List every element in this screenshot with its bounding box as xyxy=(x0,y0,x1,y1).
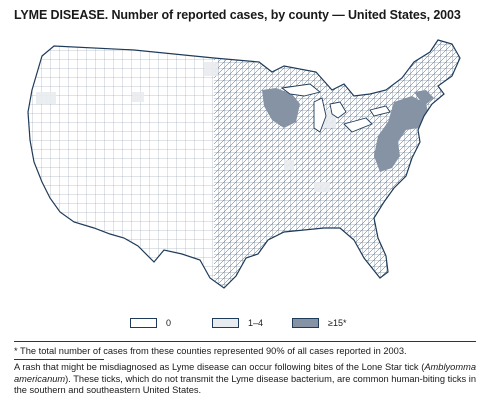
high-incidence-counties xyxy=(262,88,434,172)
legend-item-high: ≥15* xyxy=(292,318,346,328)
usa-counties xyxy=(27,39,461,289)
legend-swatch-zero xyxy=(130,318,157,328)
legend-item-low: 1–4 xyxy=(212,318,263,328)
legend-label-high: ≥15* xyxy=(328,318,347,328)
note-species-name: Amblyomma americanum xyxy=(14,362,476,384)
lone-star-tick-note: A rash that might be misdiagnosed as Lym… xyxy=(14,362,476,397)
legend-label-low: 1–4 xyxy=(248,318,264,328)
note-text-end: ). These ticks, which do not transmit th… xyxy=(14,373,476,396)
legend-item-zero: 0 xyxy=(130,318,171,328)
county-map xyxy=(27,39,461,289)
divider-line xyxy=(14,341,476,342)
footnote: * The total number of cases from these c… xyxy=(14,346,407,356)
legend-swatch-low xyxy=(212,318,239,328)
short-divider xyxy=(14,359,104,360)
map-legend: 0 1–4 ≥15* xyxy=(130,318,470,334)
great-lakes xyxy=(280,83,391,133)
note-text-start: A rash that might be misdiagnosed as Lym… xyxy=(14,362,425,372)
legend-swatch-high xyxy=(292,318,319,328)
legend-label-zero: 0 xyxy=(166,318,172,328)
map-title: LYME DISEASE. Number of reported cases, … xyxy=(14,8,461,22)
